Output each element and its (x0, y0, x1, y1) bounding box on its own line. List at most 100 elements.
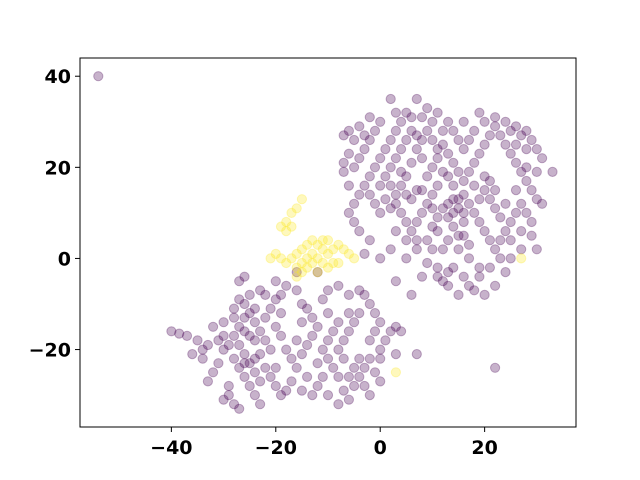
scatter-point-series-0 (202, 376, 213, 387)
scatter-point-series-1 (322, 248, 334, 259)
scatter-point-series-0 (375, 376, 386, 387)
scatter-point-series-0 (516, 244, 527, 255)
scatter-point-series-0 (495, 253, 506, 264)
scatter-point-series-0 (302, 371, 313, 382)
y-tick-label: 40 (45, 66, 71, 88)
scatter-point-series-0 (453, 134, 464, 146)
scatter-point-series-0 (223, 380, 234, 392)
scatter-point-series-0 (349, 134, 360, 146)
scatter-point-series-0 (312, 267, 323, 278)
scatter-point-series-0 (234, 294, 245, 305)
scatter-point-series-0 (208, 367, 219, 378)
scatter-point-series-0 (401, 171, 412, 182)
scatter-point-series-0 (369, 162, 381, 173)
scatter-point-series-0 (474, 216, 485, 228)
scatter-point-series-0 (234, 321, 245, 332)
scatter-point-series-0 (422, 171, 433, 182)
scatter-point-series-0 (396, 144, 407, 155)
scatter-point-series-1 (317, 257, 328, 269)
scatter-point-series-0 (390, 349, 401, 360)
scatter-point-series-0 (296, 317, 307, 328)
scatter-point-series-0 (469, 207, 480, 218)
scatter-point-series-0 (516, 198, 527, 209)
scatter-point-series-0 (385, 162, 396, 173)
scatter-point-series-0 (453, 166, 464, 177)
scatter-point-series-0 (411, 235, 422, 246)
scatter-point-series-0 (354, 371, 365, 382)
scatter-point-series-0 (448, 207, 459, 218)
scatter-point-series-0 (275, 390, 287, 401)
scatter-point-series-0 (255, 349, 266, 360)
scatter-point-series-0 (490, 203, 501, 214)
scatter-point-series-0 (359, 289, 370, 300)
scatter-point-series-0 (531, 166, 542, 177)
scatter-point-series-0 (416, 153, 428, 164)
scatter-point-series-0 (296, 349, 307, 360)
scatter-point-series-0 (490, 121, 501, 132)
scatter-point-series-0 (505, 148, 516, 159)
scatter-point-series-0 (458, 175, 469, 187)
scatter-point-series-0 (411, 185, 422, 196)
scatter-point-series-1 (286, 221, 297, 232)
scatter-point-series-0 (364, 134, 375, 146)
scatter-point-series-1 (317, 244, 328, 255)
scatter-point-series-0 (390, 125, 401, 136)
scatter-point-series-0 (474, 194, 485, 205)
scatter-point-series-0 (312, 358, 323, 369)
scatter-point-series-0 (505, 253, 516, 264)
scatter-point-series-0 (479, 171, 490, 182)
scatter-point-series-0 (307, 330, 318, 341)
scatter-point-series-0 (411, 93, 422, 105)
scatter-point-series-0 (380, 171, 391, 182)
scatter-point-series-0 (291, 335, 302, 346)
scatter-point-series-0 (469, 285, 480, 296)
scatter-point-series-1 (312, 267, 323, 278)
scatter-point-series-0 (411, 349, 422, 360)
scatter-point-series-0 (343, 394, 354, 405)
scatter-point-series-0 (437, 203, 448, 214)
scatter-point-series-0 (416, 185, 428, 196)
scatter-point-series-0 (244, 358, 255, 369)
scatter-point-series-0 (354, 308, 365, 319)
scatter-point-series-0 (255, 399, 266, 410)
scatter-point-series-0 (354, 189, 365, 200)
scatter-point-series-0 (516, 226, 527, 237)
scatter-point-series-0 (333, 399, 344, 410)
scatter-point-series-0 (401, 235, 412, 246)
scatter-point-series-0 (521, 207, 532, 218)
scatter-point-series-0 (401, 134, 412, 146)
scatter-point-series-1 (307, 248, 318, 259)
scatter-point-series-0 (484, 130, 495, 141)
scatter-point-series-0 (286, 353, 297, 364)
scatter-point-series-0 (484, 194, 495, 205)
scatter-point-series-0 (307, 312, 318, 323)
scatter-point-series-0 (234, 339, 245, 351)
scatter-point-series-1 (286, 207, 297, 218)
scatter-point-series-0 (281, 344, 292, 355)
scatter-point-series-0 (510, 185, 522, 196)
scatter-point-series-0 (432, 226, 443, 237)
scatter-point-series-0 (249, 335, 260, 346)
scatter-point-series-0 (218, 394, 229, 405)
scatter-point-series-0 (531, 244, 542, 255)
scatter-point-series-0 (349, 380, 360, 392)
scatter-point-series-0 (479, 116, 490, 127)
scatter-point-series-0 (453, 230, 464, 241)
scatter-point-series-0 (385, 134, 396, 146)
scatter-point-series-0 (401, 189, 412, 200)
scatter-point-series-0 (526, 134, 537, 146)
scatter-point-series-0 (354, 285, 365, 296)
scatter-point-series-0 (328, 326, 339, 337)
scatter-point-series-0 (521, 162, 532, 173)
scatter-point-series-0 (213, 335, 224, 346)
scatter-point-series-0 (364, 298, 375, 310)
scatter-point-series-0 (364, 112, 375, 123)
scatter-point-series-0 (338, 157, 349, 168)
scatter-point-series-0 (516, 166, 527, 177)
scatter-point-series-0 (322, 390, 334, 401)
scatter-point-series-1 (516, 253, 527, 264)
scatter-point-series-0 (463, 280, 475, 291)
scatter-point-series-0 (500, 267, 511, 278)
scatter-point-series-0 (416, 134, 428, 146)
scatter-point-series-0 (453, 203, 464, 214)
